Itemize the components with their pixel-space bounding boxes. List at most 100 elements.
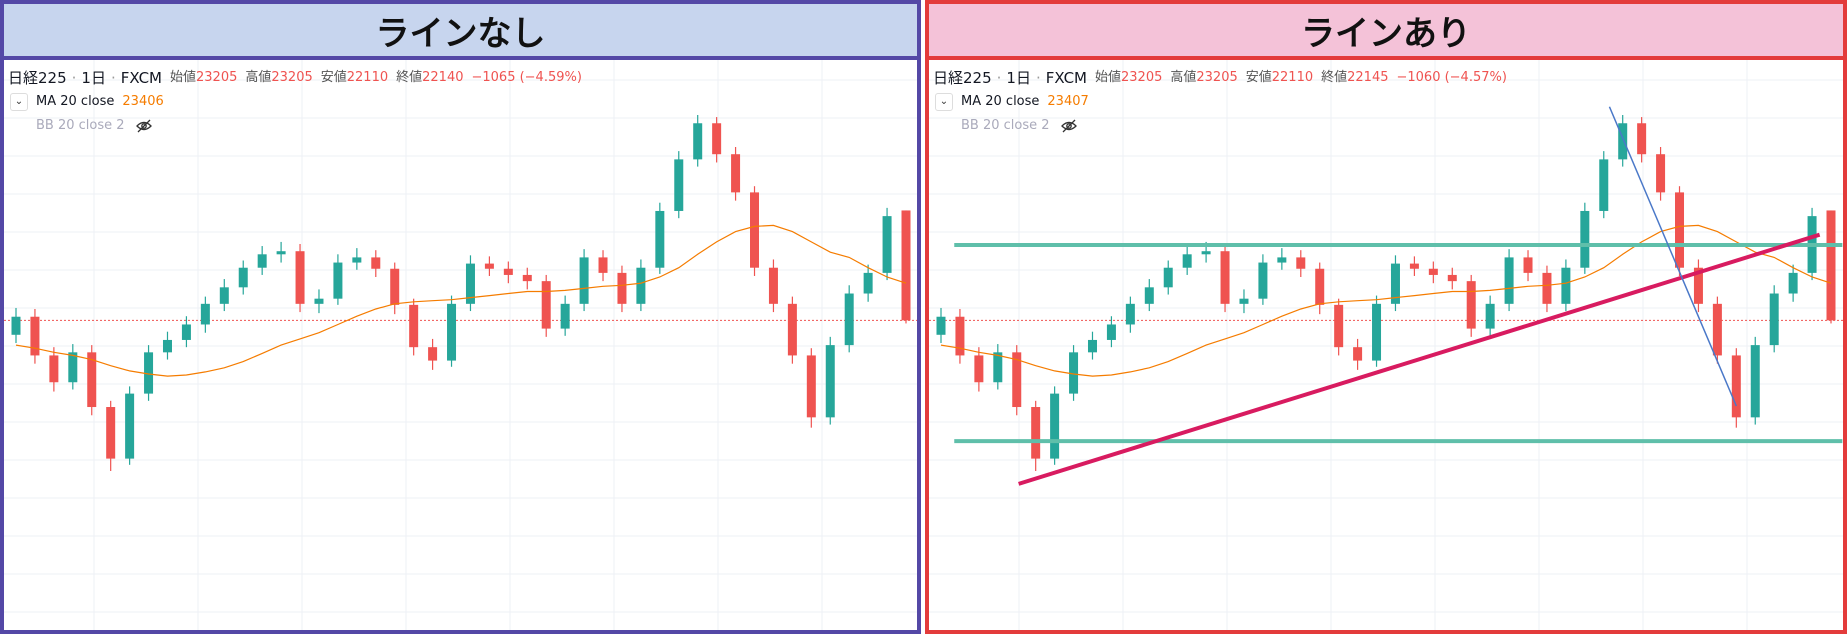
candle-body [1447, 274, 1457, 282]
candle-body [1731, 355, 1741, 418]
candle-body [1618, 123, 1628, 160]
candle-body [1296, 257, 1306, 269]
legend: 日経2251日FXCM始値23205高値23205安値22110終値22145−… [933, 66, 1507, 138]
ma-row: ⌄ MA 20 close 23406 [8, 90, 582, 114]
high-value: 23205 [1196, 70, 1238, 85]
bb-label: BB 20 close 2 [36, 118, 125, 133]
candle-body [936, 316, 946, 335]
candle-body [219, 287, 229, 304]
candle-body [1258, 262, 1268, 299]
hidden-icon[interactable] [1060, 119, 1078, 133]
candle-body [617, 272, 627, 304]
candle-body [1466, 281, 1476, 329]
collapse-button[interactable]: ⌄ [10, 93, 28, 111]
candle-body [1826, 210, 1836, 321]
price-plot [929, 60, 1843, 630]
ma-line [15, 224, 907, 377]
source: FXCM [1031, 66, 1087, 90]
trend-line [1608, 106, 1738, 407]
candle-body [1050, 393, 1060, 459]
candle-body [1523, 257, 1533, 273]
candle-body [1390, 263, 1400, 304]
candle-body [693, 123, 703, 160]
candle-body [1315, 268, 1325, 305]
candle-body [579, 257, 589, 304]
high-label: 高値 [1170, 70, 1197, 85]
bb-label: BB 20 close 2 [961, 118, 1050, 133]
open-label: 始値 [169, 70, 196, 85]
close-label: 終値 [1321, 70, 1348, 85]
candle-body [276, 251, 286, 255]
panel-title: ラインなし [4, 4, 917, 60]
candle-body [238, 267, 248, 288]
candle-body [87, 352, 97, 408]
candle-body [49, 355, 59, 383]
low-value: 22110 [1271, 70, 1314, 85]
candle-body [1106, 324, 1116, 340]
chart-panel: ラインあり日経2251日FXCM始値23205高値23205安値22110終値2… [925, 0, 1847, 634]
candle-body [1087, 339, 1097, 353]
candle-body [125, 393, 135, 459]
change: −1060 (−4.57%) [1396, 70, 1507, 85]
candle-body [1012, 352, 1022, 408]
candle-body [674, 159, 684, 211]
candle-body [1656, 154, 1666, 193]
candle-body [1561, 267, 1571, 304]
open-value: 23205 [1121, 70, 1163, 85]
candle-body [200, 303, 210, 325]
high-value: 23205 [271, 70, 313, 85]
candle-body [447, 303, 457, 361]
candle-body [825, 345, 835, 418]
candle-body [181, 324, 191, 340]
collapse-button[interactable]: ⌄ [935, 93, 953, 111]
hidden-icon[interactable] [135, 119, 153, 133]
low-value: 22110 [346, 70, 389, 85]
candle-body [882, 216, 892, 273]
candle-body [428, 347, 438, 361]
candle-body [1144, 287, 1154, 304]
panel-title: ラインあり [929, 4, 1843, 60]
bb-row: BB 20 close 2 [36, 114, 582, 138]
candle-body [1504, 257, 1514, 304]
candle-body [371, 257, 381, 269]
symbol: 日経225 [8, 69, 67, 87]
candle-body [295, 251, 305, 304]
ma-label: MA 20 close [36, 94, 115, 109]
ma-value: 23406 [122, 94, 164, 109]
candle-body [1599, 159, 1609, 211]
open-value: 23205 [196, 70, 238, 85]
candle-body [503, 268, 513, 275]
candle-body [1334, 304, 1344, 348]
symbol: 日経225 [933, 69, 992, 87]
candle-body [333, 262, 343, 299]
candle-body [598, 257, 608, 273]
candle-body [768, 267, 778, 304]
symbol-row: 日経2251日FXCM始値23205高値23205安値22110終値22145−… [933, 66, 1507, 90]
candle-body [1069, 352, 1079, 394]
candle-body [1693, 267, 1703, 304]
symbol-row: 日経2251日FXCM始値23205高値23205安値22110終値22140−… [8, 66, 582, 90]
candle-body [955, 316, 965, 356]
candle-body [1163, 267, 1173, 288]
candle-body [901, 210, 911, 321]
candle-body [390, 268, 400, 305]
candle-body [1353, 347, 1363, 361]
candle-body [1239, 298, 1249, 304]
candle-body [1580, 210, 1590, 268]
candle-body [1675, 192, 1685, 268]
candle-body [731, 154, 741, 193]
interval: 1日 [992, 66, 1031, 90]
candle-body [863, 272, 873, 294]
candle-body [1485, 303, 1495, 329]
legend: 日経2251日FXCM始値23205高値23205安値22110終値22140−… [8, 66, 582, 138]
candle-body [352, 257, 362, 263]
ma-row: ⌄ MA 20 close 23407 [933, 90, 1507, 114]
candle-body [1182, 254, 1192, 268]
change: −1065 (−4.59%) [471, 70, 582, 85]
candle-body [409, 304, 419, 348]
candle-body [844, 293, 854, 346]
candle-body [1712, 303, 1722, 356]
candle-body [1372, 303, 1382, 361]
candle-body [30, 316, 40, 356]
close-value: 22140 [422, 70, 464, 85]
